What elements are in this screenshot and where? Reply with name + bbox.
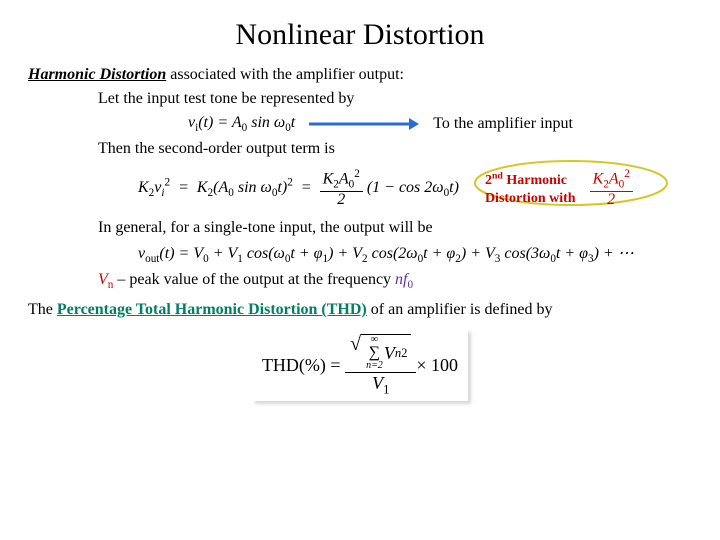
intro-line: Harmonic Distortion associated with the … — [28, 66, 692, 84]
thd-eq: THD(%) = √ ∞ ∑ n=2 Vn2 V1 × 1 — [252, 329, 468, 401]
second-order-row: K2vi2 = K2(A0 sin ω0t)2 = K2A022 (1 − co… — [138, 164, 692, 213]
harmonic-callout: 2nd Harmonic Distortion with K2A02 2 — [477, 164, 633, 213]
thd-eq-wrap: THD(%) = √ ∞ ∑ n=2 Vn2 V1 × 1 — [28, 329, 692, 401]
thd-line: The Percentage Total Harmonic Distortion… — [28, 301, 692, 319]
output-eq: vout(t) = V0 + V1 cos(ω0t + φ1) + V2 cos… — [138, 243, 692, 265]
input-eq: vi(t) = A0 sin ω0t — [188, 114, 295, 134]
then-line: Then the second-order output term is — [98, 140, 692, 158]
let-line: Let the input test tone be represented b… — [98, 90, 692, 108]
nf0-symbol: nf0 — [395, 271, 413, 288]
in-general-line: In general, for a single-tone input, the… — [98, 219, 692, 237]
vn-symbol: Vn — [98, 271, 113, 288]
to-amp-label: To the amplifier input — [433, 115, 573, 133]
callout-fraction: K2A02 2 — [590, 169, 633, 208]
thd-green: Percentage Total Harmonic Distortion (TH… — [57, 301, 367, 318]
thd-pre: The — [28, 301, 57, 318]
second-order-eq: K2vi2 = K2(A0 sin ω0t)2 = K2A022 (1 − co… — [138, 169, 459, 208]
vn-mid: – peak value of the output at the freque… — [113, 271, 395, 288]
slide-title: Nonlinear Distortion — [28, 18, 692, 52]
intro-rest: associated with the amplifier output: — [166, 66, 404, 83]
times-100: × 100 — [416, 355, 458, 376]
thd-post: of an amplifier is defined by — [367, 301, 553, 318]
input-eq-row: vi(t) = A0 sin ω0t To the amplifier inpu… — [28, 114, 692, 134]
arrow-icon — [309, 115, 419, 133]
vn-line: Vn – peak value of the output at the fre… — [98, 271, 692, 291]
callout-text: 2nd Harmonic Distortion with — [477, 164, 584, 213]
harmonic-distortion-label: Harmonic Distortion — [28, 66, 166, 83]
